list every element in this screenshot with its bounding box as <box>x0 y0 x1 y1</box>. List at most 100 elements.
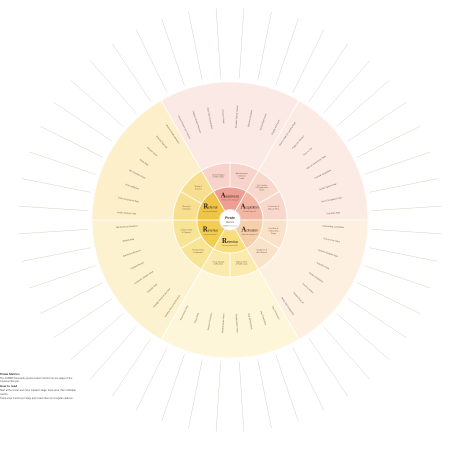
metric-label[interactable]: Email Capture Rate <box>319 182 338 191</box>
legend-how-to-read: Start at the center and move outward: st… <box>0 389 76 396</box>
stage-label-referral: Referral <box>203 204 217 211</box>
metric-label[interactable]: Weekly Active Users <box>235 314 239 333</box>
focus-area-label: Conversion & Sign-up Flow <box>268 205 280 210</box>
metric-label[interactable]: Viral Coefficient <box>125 183 140 191</box>
metric-spoke <box>70 80 124 127</box>
stage-label-acquisition: Acquisition <box>240 204 259 211</box>
metric-spoke <box>39 282 103 314</box>
metric-label[interactable]: Net Revenue Retention <box>116 225 139 229</box>
metric-spoke <box>161 19 185 86</box>
stage-blurb-revenue: Can you monetize? <box>203 233 217 236</box>
metric-spoke <box>275 19 299 86</box>
metric-label[interactable]: Branded Search Volume <box>235 105 240 129</box>
metric-label[interactable]: Form Completion Rate <box>321 196 343 203</box>
metric-spoke <box>29 151 96 175</box>
focus-area-ring: Search Engine & SEO Traffic Advertisement &… <box>172 162 288 278</box>
focus-area-label: Pricing, Plans & Upgrades <box>192 249 204 254</box>
legend-title: Pirate Metrics <box>0 372 20 376</box>
metric-spoke <box>336 80 390 127</box>
metric-label[interactable]: Display Ad Reach <box>271 118 281 135</box>
metric-spoke <box>112 337 152 397</box>
stage-label-awareness: Awareness <box>220 192 240 199</box>
metric-label[interactable]: Paid Click-through Rate <box>206 107 213 130</box>
metric-label[interactable]: Time to First Value <box>323 237 341 243</box>
metric-label[interactable]: Day 1 Retention <box>271 305 281 320</box>
metric-label[interactable]: Referring Domains <box>247 110 253 128</box>
metric-spoke <box>371 205 442 211</box>
metric-spoke <box>215 361 221 432</box>
metric-label[interactable]: Net Promoter Score <box>128 169 147 180</box>
metric-label[interactable]: Upgrade Rate <box>146 282 158 293</box>
metric-spoke <box>90 60 137 114</box>
metric-label[interactable]: Organic Search Sessions <box>191 110 201 133</box>
metric-spoke <box>18 229 89 235</box>
metric-label[interactable]: Cost per Acquisition <box>314 168 333 179</box>
legend-panel: Pirate Metrics The AARRR framework group… <box>0 372 80 402</box>
stage-blurb-retention: Do users come back? <box>222 245 238 247</box>
metric-spoke <box>188 12 203 81</box>
metric-spoke <box>136 347 168 411</box>
metric-spoke <box>371 229 442 235</box>
metric-spoke <box>29 265 96 289</box>
metric-spoke <box>347 298 407 338</box>
metric-label[interactable]: Invite Acceptance Rate <box>118 196 140 203</box>
focus-area-label: Lifetime Value & Payback <box>181 228 193 233</box>
metric-spoke <box>90 326 137 380</box>
stage-blurb-referral: Do users tell others? <box>203 210 218 213</box>
metric-label[interactable]: Review Count <box>146 146 158 157</box>
metric-label[interactable]: Monthly Active Users <box>221 314 225 334</box>
metric-spoke <box>53 298 113 338</box>
metric-spoke <box>239 8 245 79</box>
metric-spoke <box>369 247 438 262</box>
stage-blurb-activation: Great first experience? <box>242 233 258 236</box>
stage-label-retention: Retention <box>222 238 239 245</box>
metric-spoke <box>239 361 245 432</box>
metric-spoke <box>70 313 124 360</box>
metric-spoke <box>323 60 370 114</box>
metric-label[interactable]: Trial Start Rate <box>326 211 341 215</box>
legend-notes: Track a few metrics per stage and review… <box>0 397 74 401</box>
metric-label[interactable]: Feature Adoption Rate <box>318 249 339 259</box>
metric-spoke <box>188 359 203 428</box>
center-hub[interactable]: Pirate Metrics AARRR framework <box>219 209 241 231</box>
center-tag: AARRR framework <box>223 225 237 228</box>
metric-label[interactable]: Payback Period <box>130 261 145 271</box>
metric-spoke <box>112 43 152 103</box>
metric-label[interactable]: Churn Rate <box>194 312 201 324</box>
metric-label[interactable]: Activation Rate <box>316 261 331 270</box>
focus-area-label: First-Run & Onboarding Steps <box>269 227 279 235</box>
metric-spoke <box>369 178 438 193</box>
focus-area-label: Search Engine & SEO Traffic <box>212 173 224 178</box>
metric-spoke <box>364 265 431 289</box>
metric-spoke <box>357 282 421 314</box>
metric-spoke <box>347 102 407 142</box>
metric-spoke <box>308 43 348 103</box>
metric-label[interactable]: Day 30 Retention <box>247 313 253 330</box>
metric-label[interactable]: Session Frequency <box>207 312 214 331</box>
focus-area-label: Key Action & Aha Moment <box>256 249 267 254</box>
metric-spoke <box>39 126 103 158</box>
stage-label-activation: Activation <box>241 226 259 233</box>
focus-area-label: Virality & K-factor <box>194 185 202 190</box>
stage-blurb-awareness: How do users find you? <box>222 200 239 202</box>
metric-label[interactable]: Expansion Revenue <box>123 250 142 258</box>
metric-label[interactable]: Invites Sent per User <box>117 211 137 215</box>
metric-spoke <box>215 8 221 79</box>
metric-spoke <box>323 326 370 380</box>
metric-label[interactable]: Share Rate <box>139 158 150 167</box>
metric-label[interactable]: Cost per Visitor <box>221 110 225 125</box>
metric-label[interactable]: Time on Site <box>302 146 313 156</box>
metric-spoke <box>292 347 324 411</box>
focus-area-label: Sharing & Invitations <box>182 205 191 210</box>
stage-blurb-acquisition: Do users sign up? <box>243 211 256 213</box>
metric-label[interactable]: Onboarding Completion <box>322 225 345 229</box>
metric-spoke <box>308 337 348 397</box>
metric-spoke <box>161 354 185 421</box>
metric-label[interactable]: Reactivation Rate <box>179 304 189 321</box>
metric-spoke <box>18 205 89 211</box>
metric-label[interactable]: Social Impressions <box>259 113 267 130</box>
metric-label[interactable]: Day 7 Retention <box>259 310 267 326</box>
legend-intro: The AARRR framework groups product metri… <box>0 377 73 384</box>
metric-label[interactable]: Refund Rate <box>122 237 135 242</box>
